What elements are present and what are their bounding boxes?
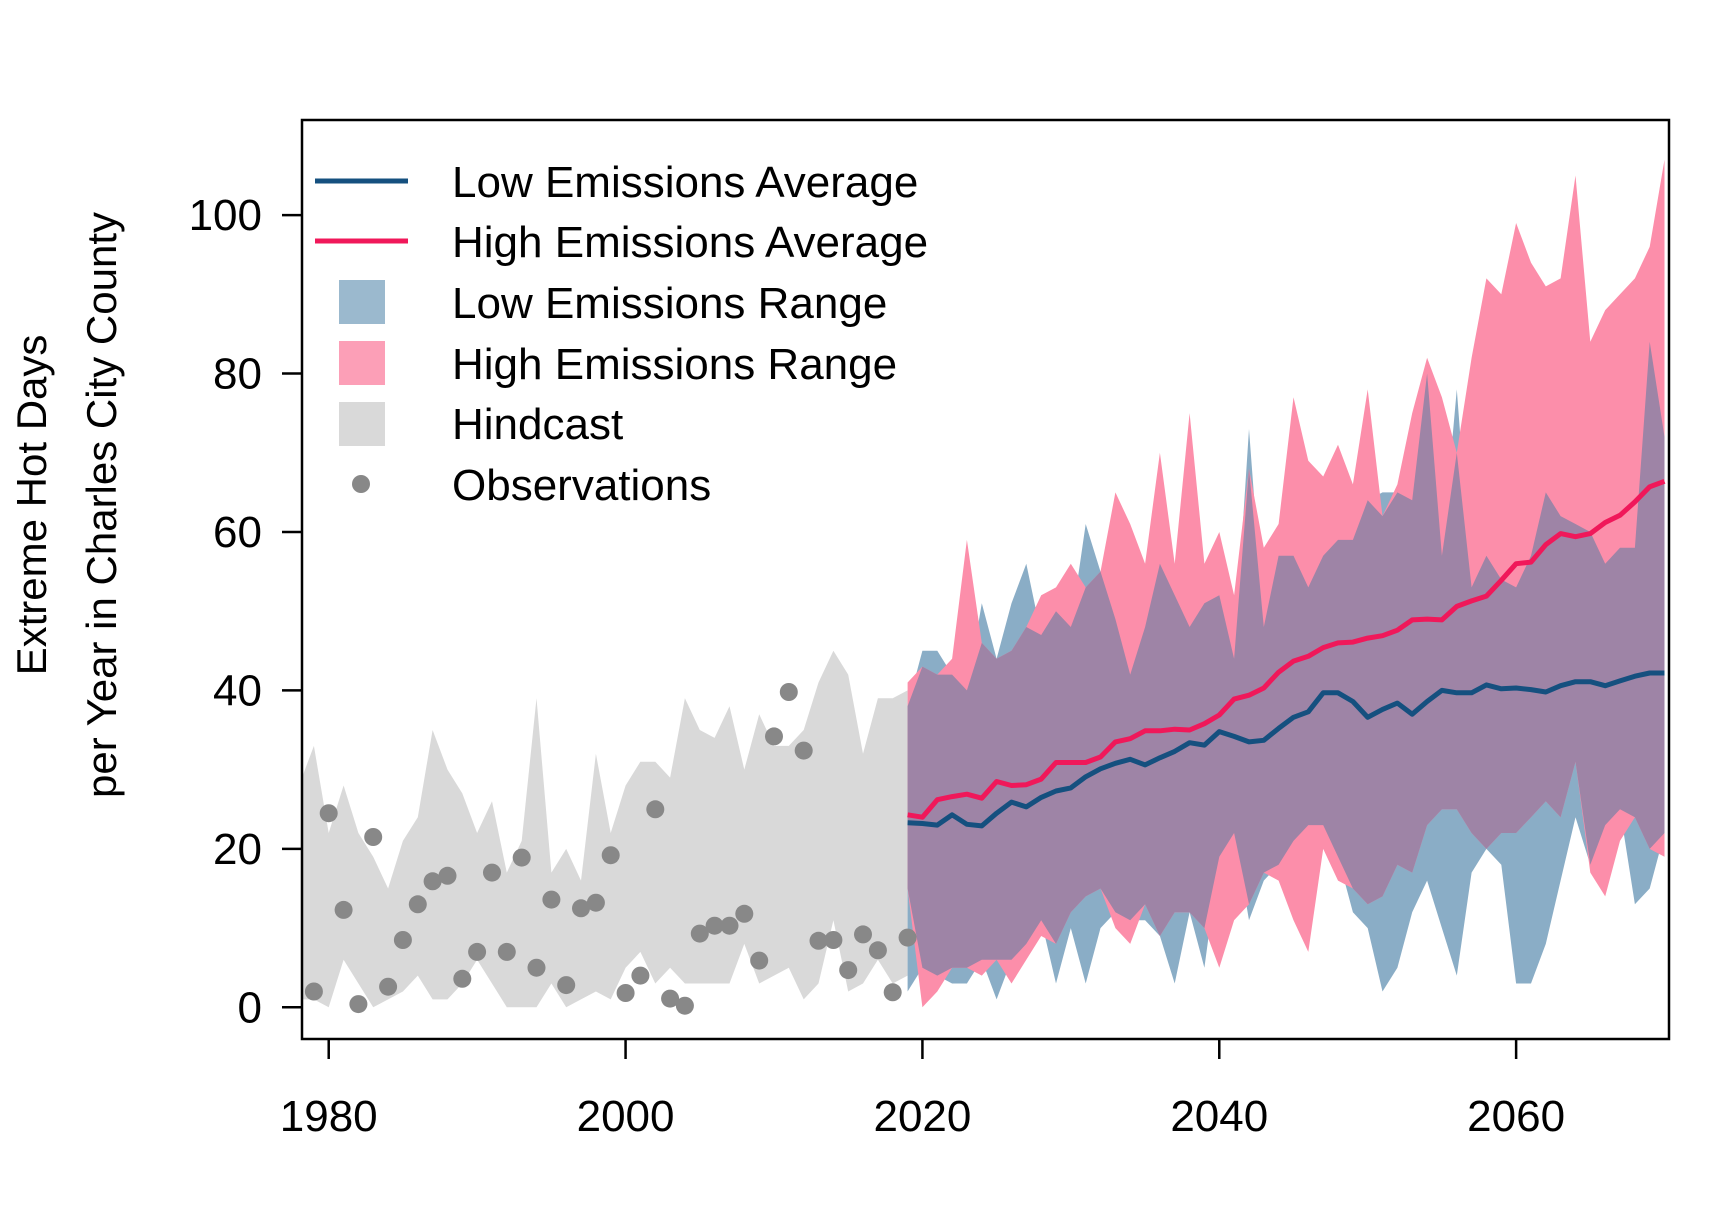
observation-point (364, 828, 383, 846)
hindcast-band (302, 650, 908, 1008)
observations-layer (304, 683, 917, 1015)
observation-point (527, 958, 546, 977)
observation-point (379, 977, 398, 996)
observation-point (601, 846, 620, 865)
observation-point (646, 800, 665, 819)
observation-point (720, 916, 739, 935)
legend-label-hindcast: Hindcast (452, 400, 623, 449)
y-tick-label: 60 (213, 508, 262, 557)
observation-point (468, 942, 487, 961)
y-tick-label: 20 (213, 825, 262, 874)
observation-point (794, 741, 813, 760)
observation-point (690, 924, 709, 943)
observation-point (542, 890, 561, 909)
plot-frame (300, 118, 1671, 1041)
legend-label-low-range: Low Emissions Range (452, 279, 887, 328)
observation-point (453, 969, 472, 988)
legend: Low Emissions Average High Emissions Ave… (315, 158, 928, 510)
hindcast-layer (302, 650, 908, 1008)
legend-swatch-low-range (339, 280, 385, 324)
observation-point (779, 683, 798, 701)
legend-label-observations: Observations (452, 461, 711, 510)
observation-point (483, 863, 501, 882)
y-tick-label: 40 (213, 666, 262, 715)
observation-point (854, 925, 872, 944)
observation-point (839, 961, 858, 980)
legend-label-low-avg: Low Emissions Average (452, 158, 918, 207)
observation-point (557, 976, 576, 995)
plot-area (302, 159, 1666, 1015)
observation-point (423, 872, 442, 891)
average-lines-layer (907, 478, 1666, 829)
observation-point (393, 931, 412, 949)
observation-point (334, 900, 353, 919)
y-axis-title: Extreme Hot Days per Year in Charles Cit… (8, 212, 125, 798)
y-tick-label: 100 (189, 191, 262, 240)
x-tick-label: 2020 (873, 1092, 971, 1141)
observation-point (661, 989, 680, 1008)
x-tick-label: 2000 (577, 1092, 675, 1141)
legend-swatch-hindcast (339, 402, 385, 446)
observation-point (512, 848, 531, 867)
observation-point (572, 899, 590, 918)
observation-point (809, 931, 828, 950)
observation-point (497, 942, 516, 961)
observation-point (319, 804, 338, 823)
legend-label-high-range: High Emissions Range (452, 340, 897, 389)
legend-swatch-observations (352, 475, 370, 493)
observation-point (304, 982, 323, 1001)
high-emissions-average-line (907, 478, 1666, 820)
observation-point (824, 931, 843, 949)
observation-point (616, 984, 635, 1002)
y-tick-label: 0 (238, 983, 262, 1032)
observation-point (765, 727, 783, 746)
observation-point (705, 916, 724, 935)
observation-point (349, 995, 368, 1014)
range-layer (907, 159, 1665, 1008)
legend-swatch-high-range (339, 341, 385, 385)
x-tick-label: 1980 (280, 1092, 378, 1141)
observation-point (438, 866, 457, 885)
observation-point (586, 893, 605, 912)
legend-label-high-avg: High Emissions Average (452, 218, 928, 267)
y-axis-title-line-2: per Year in Charles City County (78, 212, 125, 798)
low-emissions-average-line (907, 670, 1665, 829)
observation-point (868, 941, 887, 960)
range-overlap-band (907, 341, 1665, 976)
observation-point (898, 928, 917, 947)
observation-point (750, 951, 769, 970)
observation-point (735, 904, 754, 923)
y-axis-title-line-1: Extreme Hot Days (8, 335, 55, 676)
observation-point (631, 966, 650, 985)
observation-point (675, 996, 694, 1015)
x-tick-label: 2060 (1467, 1092, 1565, 1141)
x-tick-label: 2040 (1170, 1092, 1268, 1141)
observation-point (883, 983, 902, 1002)
y-tick-label: 80 (213, 350, 262, 399)
observation-point (408, 895, 427, 914)
